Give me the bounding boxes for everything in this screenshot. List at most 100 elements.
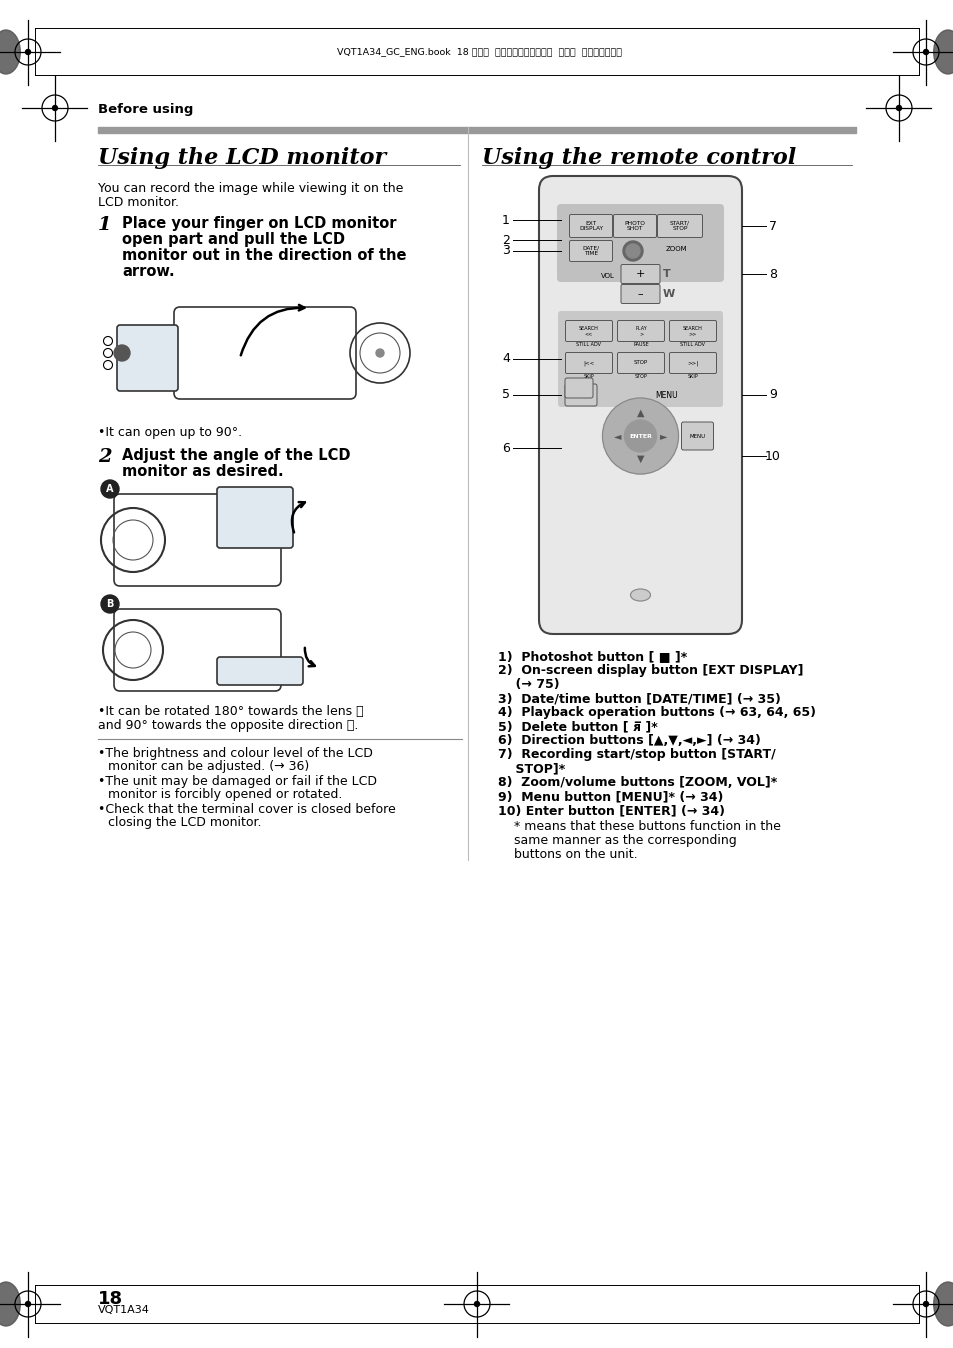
Text: •It can open up to 90°.: •It can open up to 90°.: [98, 426, 242, 439]
Circle shape: [52, 105, 57, 111]
Circle shape: [923, 50, 927, 54]
Text: open part and pull the LCD: open part and pull the LCD: [122, 232, 345, 247]
Text: 1)  Photoshot button [ ■ ]*: 1) Photoshot button [ ■ ]*: [497, 650, 686, 663]
Text: SEARCH
<<: SEARCH <<: [578, 326, 598, 336]
Text: You can record the image while viewing it on the: You can record the image while viewing i…: [98, 182, 403, 195]
Text: SKIP: SKIP: [687, 373, 698, 379]
Text: STOP: STOP: [633, 360, 647, 365]
Text: START/
STOP: START/ STOP: [669, 221, 689, 232]
Text: •Check that the terminal cover is closed before: •Check that the terminal cover is closed…: [98, 803, 395, 816]
Text: EXT
DISPLAY: EXT DISPLAY: [578, 221, 602, 232]
FancyBboxPatch shape: [558, 311, 722, 407]
Text: Using the LCD monitor: Using the LCD monitor: [98, 147, 386, 168]
Text: closing the LCD monitor.: closing the LCD monitor.: [108, 816, 261, 829]
FancyBboxPatch shape: [557, 204, 723, 282]
Text: monitor is forcibly opened or rotated.: monitor is forcibly opened or rotated.: [108, 789, 342, 801]
Text: monitor can be adjusted. (→ 36): monitor can be adjusted. (→ 36): [108, 760, 309, 772]
FancyBboxPatch shape: [113, 609, 281, 692]
Text: ►: ►: [659, 431, 666, 441]
Circle shape: [624, 421, 656, 452]
FancyBboxPatch shape: [669, 352, 716, 373]
Text: ENTER: ENTER: [628, 434, 651, 438]
FancyBboxPatch shape: [569, 214, 612, 237]
Circle shape: [26, 1302, 30, 1306]
Text: SKIP: SKIP: [583, 373, 594, 379]
Circle shape: [622, 241, 642, 262]
Ellipse shape: [933, 30, 953, 74]
Text: –: –: [637, 288, 642, 299]
Circle shape: [113, 345, 130, 361]
Text: W: W: [661, 288, 674, 299]
Ellipse shape: [0, 30, 20, 74]
Text: monitor as desired.: monitor as desired.: [122, 464, 283, 479]
Text: •The unit may be damaged or fail if the LCD: •The unit may be damaged or fail if the …: [98, 775, 376, 789]
Text: 9: 9: [768, 388, 776, 402]
Text: VQT1A34: VQT1A34: [98, 1305, 150, 1316]
Text: •The brightness and colour level of the LCD: •The brightness and colour level of the …: [98, 747, 373, 760]
FancyBboxPatch shape: [569, 240, 612, 262]
Text: >>|: >>|: [687, 360, 698, 365]
Text: PHOTO
SHOT: PHOTO SHOT: [624, 221, 645, 232]
Text: 8)  Zoom/volume buttons [ZOOM, VOL]*: 8) Zoom/volume buttons [ZOOM, VOL]*: [497, 776, 777, 789]
Ellipse shape: [0, 1282, 20, 1326]
Text: and 90° towards the opposite direction Ⓑ.: and 90° towards the opposite direction Ⓑ…: [98, 718, 358, 732]
FancyBboxPatch shape: [565, 321, 612, 341]
Text: 8: 8: [768, 267, 776, 280]
Circle shape: [602, 398, 678, 474]
Circle shape: [101, 480, 119, 497]
Text: 10) Enter button [ENTER] (→ 34): 10) Enter button [ENTER] (→ 34): [497, 803, 724, 817]
Text: 5)  Delete button [ ᴙ̅ ]*: 5) Delete button [ ᴙ̅ ]*: [497, 720, 657, 733]
Text: 1: 1: [501, 213, 510, 226]
Circle shape: [923, 1302, 927, 1306]
Text: STOP: STOP: [634, 373, 647, 379]
FancyBboxPatch shape: [173, 307, 355, 399]
FancyBboxPatch shape: [613, 214, 656, 237]
Text: T: T: [661, 270, 670, 279]
FancyBboxPatch shape: [617, 321, 664, 341]
Text: ▼: ▼: [636, 454, 643, 464]
Text: STILL ADV: STILL ADV: [576, 342, 601, 346]
Text: ZOOM: ZOOM: [665, 245, 687, 252]
Text: +: +: [635, 270, 644, 279]
FancyBboxPatch shape: [564, 377, 593, 398]
Circle shape: [101, 594, 119, 613]
Text: arrow.: arrow.: [122, 264, 174, 279]
Circle shape: [625, 244, 639, 257]
FancyBboxPatch shape: [113, 493, 281, 586]
Text: STOP]*: STOP]*: [497, 762, 565, 775]
FancyBboxPatch shape: [669, 321, 716, 341]
Text: 7: 7: [768, 220, 776, 232]
Circle shape: [896, 105, 901, 111]
Text: B: B: [106, 599, 113, 609]
Circle shape: [474, 1302, 479, 1306]
Ellipse shape: [933, 1282, 953, 1326]
Text: same manner as the corresponding: same manner as the corresponding: [514, 834, 736, 847]
Text: A: A: [106, 484, 113, 493]
Text: |<<: |<<: [583, 360, 594, 365]
Text: 4: 4: [501, 352, 510, 365]
Text: DATE/
TIME: DATE/ TIME: [582, 245, 598, 256]
FancyBboxPatch shape: [565, 352, 612, 373]
Text: 9)  Menu button [MENU]* (→ 34): 9) Menu button [MENU]* (→ 34): [497, 790, 722, 803]
FancyBboxPatch shape: [657, 214, 701, 237]
Text: STILL ADV: STILL ADV: [679, 342, 705, 346]
FancyBboxPatch shape: [117, 325, 178, 391]
FancyBboxPatch shape: [216, 656, 303, 685]
FancyBboxPatch shape: [564, 384, 597, 406]
FancyBboxPatch shape: [617, 352, 664, 373]
Text: Place your finger on LCD monitor: Place your finger on LCD monitor: [122, 216, 396, 231]
Text: SEARCH
>>: SEARCH >>: [682, 326, 702, 336]
Text: Adjust the angle of the LCD: Adjust the angle of the LCD: [122, 448, 350, 462]
Text: 2)  On-screen display button [EXT DISPLAY]: 2) On-screen display button [EXT DISPLAY…: [497, 665, 802, 677]
Text: 3)  Date/time button [DATE/TIME] (→ 35): 3) Date/time button [DATE/TIME] (→ 35): [497, 692, 781, 705]
Text: 18: 18: [98, 1290, 123, 1308]
Text: Before using: Before using: [98, 104, 193, 116]
Text: ◄: ◄: [614, 431, 620, 441]
Text: ▲: ▲: [636, 408, 643, 418]
Text: buttons on the unit.: buttons on the unit.: [514, 848, 637, 861]
Text: MENU: MENU: [655, 391, 678, 399]
Text: 1: 1: [98, 216, 112, 235]
Text: PAUSE: PAUSE: [633, 342, 648, 346]
Text: (→ 75): (→ 75): [497, 678, 559, 692]
Text: 6: 6: [501, 442, 510, 454]
